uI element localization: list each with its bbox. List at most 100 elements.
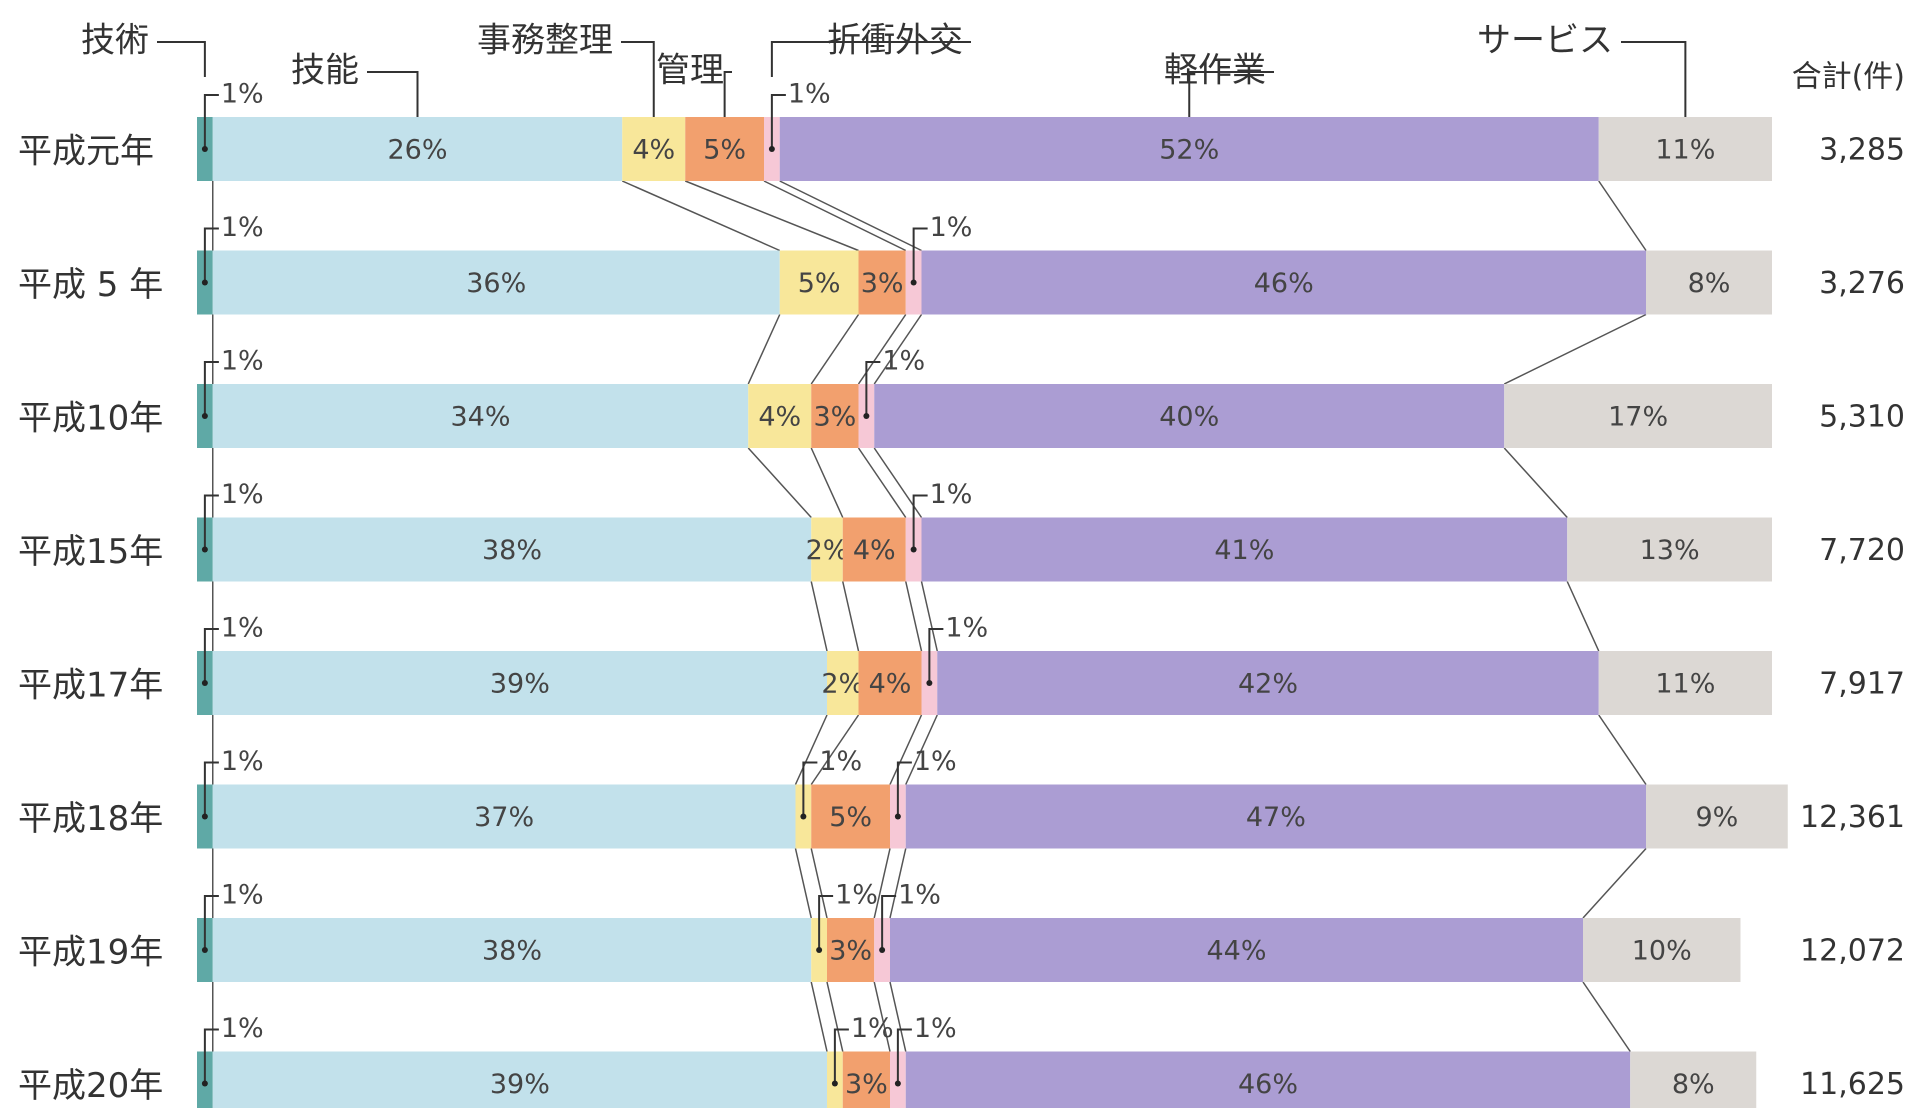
leader-line [818, 895, 834, 950]
leader-line [203, 761, 219, 817]
row-label: 平成15年 [18, 532, 163, 572]
value-label: 8% [1688, 268, 1731, 299]
row-label: 平成18年 [18, 799, 163, 839]
legend-name: 折衝外交 [827, 21, 963, 61]
leader-dot [926, 680, 933, 686]
value-label: 17% [1608, 402, 1668, 433]
bar-segment [827, 918, 875, 982]
bar-segment [685, 117, 764, 181]
leader-line [865, 361, 881, 416]
connector [842, 581, 860, 652]
bar-segment [858, 250, 906, 315]
value-label: 1% [851, 1013, 894, 1044]
leader-dot [910, 546, 917, 553]
bar-segment [858, 651, 922, 715]
leader-dot [863, 413, 870, 419]
row-label: 平成19年 [18, 933, 163, 973]
legend-name: サービス [1477, 21, 1613, 61]
total-label: 7,720 [1819, 533, 1905, 568]
connector [794, 714, 828, 785]
connector [794, 848, 812, 919]
value-label: 39% [490, 669, 550, 700]
connector [747, 314, 781, 385]
leader-dot [800, 813, 807, 820]
leader-dot [894, 813, 901, 820]
connector [889, 848, 907, 919]
leader-line [881, 895, 897, 950]
value-label: 39% [490, 1069, 550, 1100]
leader-dot [894, 1080, 901, 1087]
leader-line [912, 494, 928, 550]
connector [826, 981, 844, 1052]
value-label: 1% [221, 746, 264, 777]
connector [1582, 847, 1647, 919]
value-label: 1% [221, 212, 264, 243]
leader-dot [816, 947, 823, 953]
value-label: 5% [798, 268, 841, 299]
bar-segment [622, 117, 686, 181]
bar-segment [937, 651, 1599, 715]
value-label: 1% [221, 346, 264, 377]
value-label: 34% [450, 402, 510, 433]
leader-line [203, 895, 219, 950]
bar-segment [1630, 1051, 1757, 1108]
value-label: 13% [1640, 535, 1700, 566]
value-label: 3% [829, 936, 872, 967]
bar-segment [212, 784, 796, 849]
value-label: 26% [387, 135, 447, 166]
value-label: 2% [806, 535, 849, 566]
leader-line [203, 361, 219, 416]
bar-segment [1583, 918, 1741, 982]
value-label: 10% [1632, 936, 1692, 967]
value-label: 1% [898, 880, 941, 911]
bar-segment [212, 651, 827, 715]
value-label: 8% [1672, 1069, 1715, 1100]
leader-line [928, 628, 944, 683]
connector [810, 447, 844, 518]
bar-segment [212, 384, 749, 448]
leader-dot [201, 146, 208, 152]
value-label: 2% [821, 669, 864, 700]
connector [763, 180, 907, 252]
totals-header: 合計(件) [1792, 60, 1905, 95]
row-label: 平成 5 年 [18, 265, 163, 305]
value-label: 1% [221, 613, 264, 644]
value-label: 44% [1206, 936, 1266, 967]
value-label: 4% [869, 669, 912, 700]
bar-segment [212, 117, 623, 181]
bar-segment [1598, 117, 1772, 181]
leader-dot [201, 947, 208, 953]
connector [905, 581, 923, 652]
connector [1566, 581, 1600, 652]
connector [621, 180, 781, 252]
bar-segment [779, 117, 1599, 181]
bar-segment [890, 918, 1583, 982]
bar-segment [212, 1051, 827, 1108]
bar-segment [212, 517, 812, 582]
legend-name: 事務整理 [477, 21, 613, 61]
bar-segment [842, 517, 906, 582]
connector [873, 981, 891, 1052]
value-label: 1% [788, 79, 831, 110]
leader-line [802, 761, 818, 817]
leader-dot [201, 413, 208, 419]
connector [810, 314, 860, 385]
leader-line [203, 628, 219, 683]
value-label: 11% [1655, 135, 1715, 166]
value-label: 3% [861, 268, 904, 299]
total-label: 7,917 [1819, 667, 1905, 702]
legend-leader [1188, 71, 1274, 117]
value-label: 1% [930, 479, 973, 510]
leader-dot [201, 1080, 208, 1087]
value-label: 1% [221, 79, 264, 110]
value-label: 5% [829, 802, 872, 833]
value-label: 5% [703, 135, 746, 166]
connector [1598, 180, 1647, 251]
legend-leader [157, 41, 206, 77]
leader-line [833, 1028, 849, 1084]
row-label: 平成10年 [18, 399, 163, 439]
leader-line [896, 1028, 912, 1084]
bar-segment [905, 784, 1646, 849]
connector [1582, 981, 1631, 1052]
value-label: 38% [482, 936, 542, 967]
